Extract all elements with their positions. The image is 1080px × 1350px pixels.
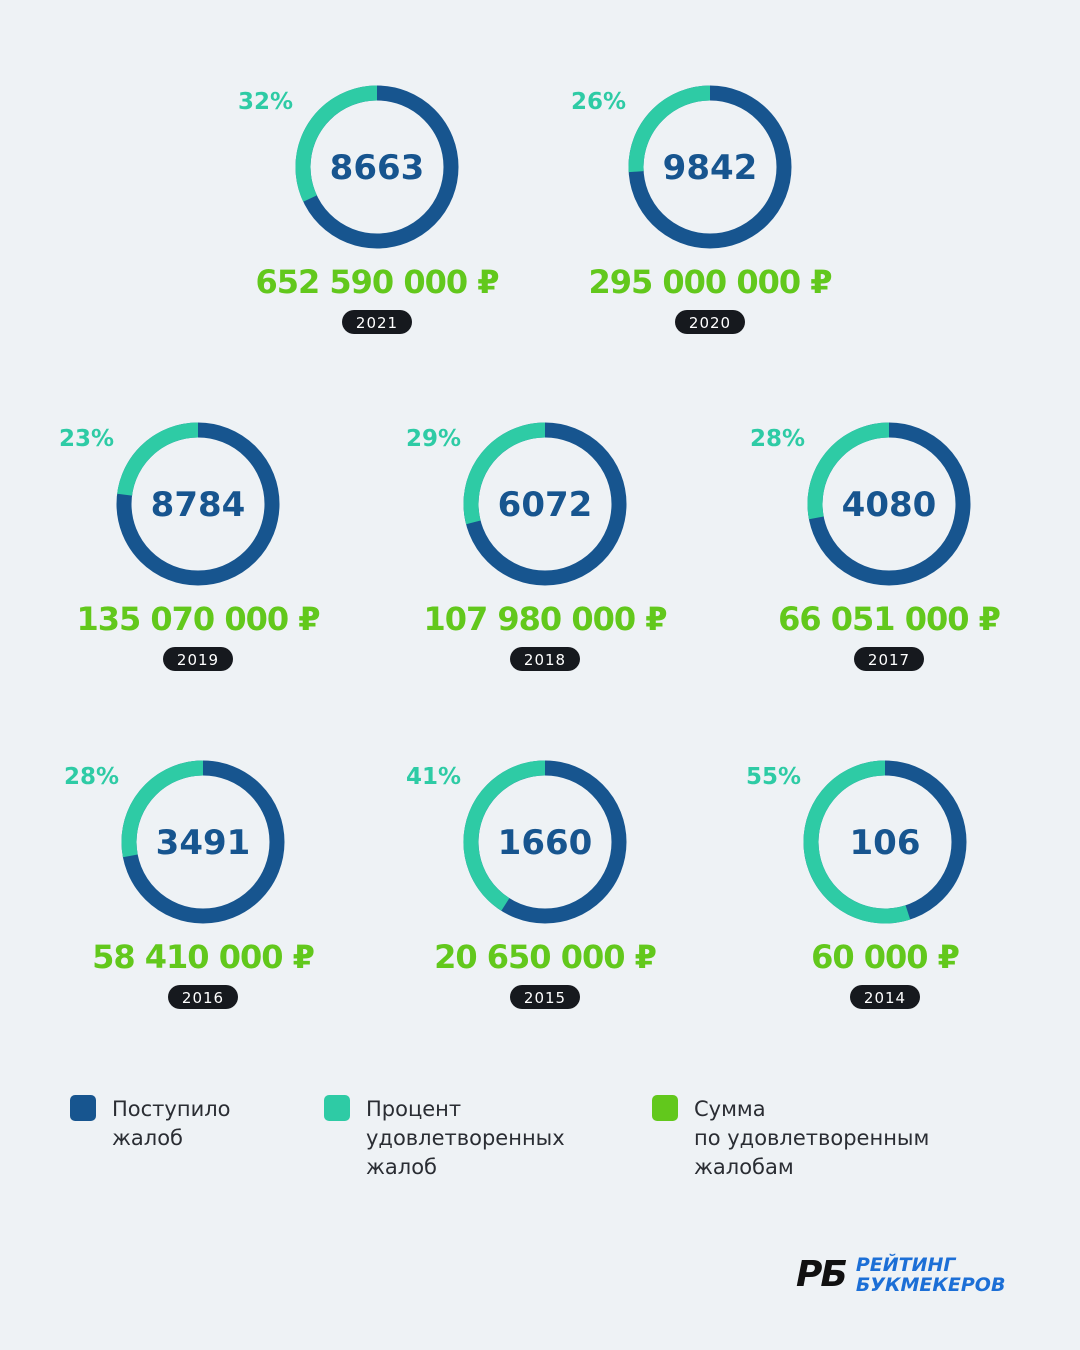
donut-2020: 26% 9842 295 000 000 ₽ 2020	[571, 85, 833, 334]
arc-satisfied-2018	[463, 422, 546, 525]
percent-label-2015: 41%	[406, 764, 461, 790]
year-badge-2020	[675, 310, 745, 334]
complaints-label-2017: 4080	[842, 485, 937, 525]
year-label-2021: 2021	[356, 314, 398, 332]
arc-satisfied-2021	[295, 85, 378, 202]
percent-label-2019: 23%	[59, 426, 114, 452]
amount-label-2016: 58 410 000 ₽	[92, 938, 314, 976]
amount-label-2017: 66 051 000 ₽	[778, 600, 1000, 638]
donut-2016: 28% 3491 58 410 000 ₽ 2016	[64, 760, 315, 1009]
amount-label-2014: 60 000 ₽	[811, 938, 959, 976]
legend-swatch-satisfied-percent	[324, 1095, 350, 1121]
year-label-2014: 2014	[864, 989, 906, 1007]
amount-label-2021: 652 590 000 ₽	[255, 263, 498, 301]
legend: Поступило жалоб Процент удовлетворенных …	[0, 1095, 1080, 1195]
year-badge-2015	[510, 985, 580, 1009]
year-label-2015: 2015	[524, 989, 566, 1007]
donut-2017: 28% 4080 66 051 000 ₽ 2017	[750, 422, 1001, 671]
complaints-label-2021: 8663	[330, 148, 425, 188]
year-badge-2021	[342, 310, 412, 334]
year-badge-2016	[168, 985, 238, 1009]
complaints-label-2015: 1660	[498, 823, 593, 863]
donut-2018: 29% 6072 107 980 000 ₽ 2018	[406, 422, 668, 671]
year-label-2019: 2019	[177, 651, 219, 669]
donut-2015: 41% 1660 20 650 000 ₽ 2015	[406, 760, 657, 1009]
logo-mark: РБ	[796, 1254, 848, 1295]
percent-label-2017: 28%	[750, 426, 805, 452]
complaints-label-2014: 106	[850, 823, 921, 863]
amount-label-2018: 107 980 000 ₽	[423, 600, 666, 638]
percent-label-2016: 28%	[64, 764, 119, 790]
complaints-label-2020: 9842	[663, 148, 758, 188]
percent-label-2018: 29%	[406, 426, 461, 452]
year-label-2016: 2016	[182, 989, 224, 1007]
year-badge-2017	[854, 647, 924, 671]
year-label-2020: 2020	[689, 314, 731, 332]
legend-label-complaints: Поступило жалоб	[112, 1097, 231, 1150]
legend-label-satisfied-sum: Сумма по удовлетворенным жалобам	[694, 1097, 930, 1179]
percent-label-2014: 55%	[746, 764, 801, 790]
complaints-label-2018: 6072	[498, 485, 593, 525]
year-label-2018: 2018	[524, 651, 566, 669]
amount-label-2020: 295 000 000 ₽	[588, 263, 831, 301]
legend-swatch-complaints	[70, 1095, 96, 1121]
amount-label-2019: 135 070 000 ₽	[76, 600, 319, 638]
percent-label-2020: 26%	[571, 89, 626, 115]
arc-satisfied-2017	[807, 422, 890, 520]
legend-item-satisfied-percent: Процент удовлетворенных жалоб	[324, 1095, 565, 1182]
year-label-2017: 2017	[868, 651, 910, 669]
legend-swatch-satisfied-sum	[652, 1095, 678, 1121]
arc-satisfied-2016	[121, 760, 204, 858]
amount-label-2015: 20 650 000 ₽	[434, 938, 656, 976]
donut-2014: 55% 106 60 000 ₽ 2014	[746, 760, 967, 1009]
logo: РБ РЕЙТИНГ БУКМЕКЕРОВ	[796, 1254, 1005, 1295]
complaints-label-2016: 3491	[156, 823, 251, 863]
arc-satisfied-2019	[117, 422, 199, 496]
year-badge-2018	[510, 647, 580, 671]
arc-satisfied-2015	[463, 760, 546, 911]
donut-2021: 32% 8663 652 590 000 ₽ 2021	[238, 85, 500, 334]
legend-item-complaints: Поступило жалоб	[70, 1095, 231, 1153]
percent-label-2021: 32%	[238, 89, 293, 115]
donut-2019: 23% 8784 135 070 000 ₽ 2019	[59, 422, 321, 671]
year-badge-2019	[163, 647, 233, 671]
arc-satisfied-2020	[628, 85, 711, 173]
arc-satisfied-2014	[803, 760, 911, 924]
complaints-label-2019: 8784	[151, 485, 246, 525]
logo-text: РЕЙТИНГ БУКМЕКЕРОВ	[855, 1253, 1006, 1296]
legend-label-satisfied-percent: Процент удовлетворенных жалоб	[366, 1097, 565, 1179]
year-badge-2014	[850, 985, 920, 1009]
legend-item-satisfied-sum: Сумма по удовлетворенным жалобам	[652, 1095, 929, 1182]
